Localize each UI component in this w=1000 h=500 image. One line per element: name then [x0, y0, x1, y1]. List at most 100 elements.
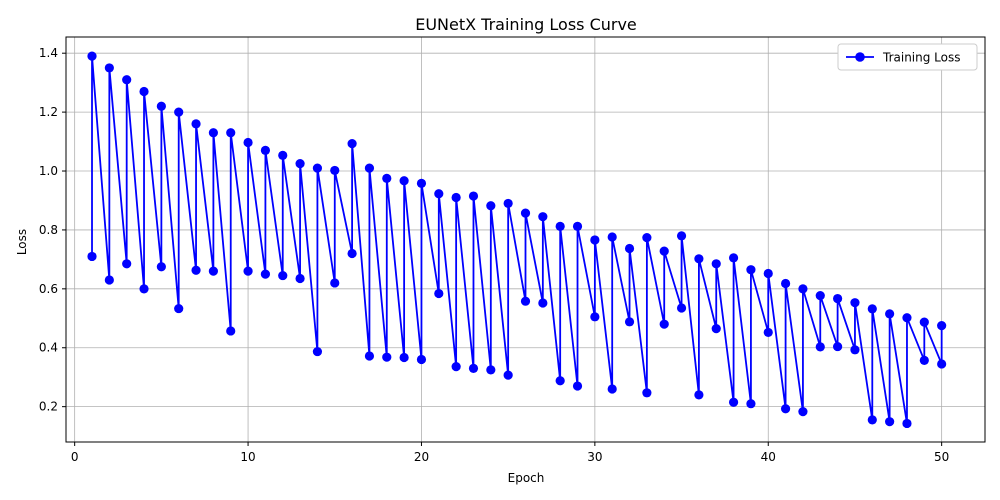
data-point [399, 176, 409, 186]
data-point [520, 208, 531, 218]
data-point [659, 246, 669, 256]
data-point [260, 145, 271, 155]
data-point [815, 291, 825, 301]
x-tick-label: 20 [414, 450, 429, 464]
data-point [798, 407, 808, 417]
data-point [156, 262, 166, 272]
data-point [243, 266, 253, 276]
data-point [468, 363, 479, 373]
data-point [694, 390, 704, 400]
data-point [451, 192, 461, 203]
data-point [694, 254, 704, 264]
data-point [122, 259, 132, 269]
data-point [937, 359, 947, 369]
data-point [572, 381, 583, 391]
data-point [780, 278, 791, 289]
data-point [919, 355, 929, 366]
data-point [503, 370, 513, 380]
data-point [122, 75, 132, 85]
data-point [538, 212, 548, 222]
data-point [295, 273, 305, 284]
data-point [486, 365, 496, 375]
data-point [364, 351, 375, 361]
data-point [572, 221, 583, 231]
x-tick-label: 50 [934, 450, 949, 464]
data-point [312, 163, 323, 173]
data-point [278, 270, 288, 281]
data-point [347, 248, 357, 259]
data-point [434, 288, 444, 299]
data-point [434, 189, 444, 199]
data-point [642, 388, 652, 398]
y-tick-label: 0.4 [39, 341, 58, 355]
data-point [87, 251, 97, 262]
data-point [243, 137, 253, 148]
x-tick-label: 30 [587, 450, 602, 464]
legend-box [837, 43, 978, 71]
data-point [607, 384, 617, 394]
data-point [919, 317, 929, 327]
data-point [746, 399, 756, 409]
data-point [850, 298, 860, 308]
series-layer [87, 51, 947, 429]
plot-frame [65, 36, 986, 443]
x-tick-label: 40 [761, 450, 776, 464]
chart-title: EUNetX Training Loss Curve [415, 15, 637, 34]
data-point [347, 139, 357, 149]
data-point [867, 304, 877, 314]
data-point [676, 303, 687, 313]
data-point [555, 221, 565, 231]
data-point [330, 278, 340, 288]
data-point [191, 265, 201, 275]
y-axis-label: Loss [15, 229, 29, 255]
data-point [364, 163, 375, 173]
data-point [295, 159, 305, 169]
data-point [746, 265, 756, 275]
y-tick-label: 0.2 [39, 400, 58, 414]
data-point [139, 284, 149, 294]
x-tick-label: 0 [71, 450, 79, 464]
data-point [590, 235, 600, 245]
data-point [330, 165, 340, 176]
data-point [763, 268, 773, 279]
data-point [416, 354, 427, 365]
data-point [520, 296, 531, 306]
data-point [174, 303, 184, 314]
data-point [104, 275, 114, 285]
data-point [815, 342, 825, 352]
legend: Training Loss [837, 43, 978, 71]
data-point [87, 51, 97, 61]
data-point [486, 201, 496, 211]
data-point [278, 150, 288, 161]
data-point [156, 101, 166, 111]
legend-marker [855, 52, 865, 62]
data-point [728, 253, 739, 263]
data-point [728, 397, 739, 407]
x-axis-label: Epoch [508, 471, 545, 485]
data-point [780, 404, 791, 414]
data-point [711, 324, 721, 334]
data-point [208, 128, 218, 138]
data-point [902, 418, 912, 429]
data-point [642, 232, 652, 243]
data-point [226, 326, 236, 336]
data-point [174, 107, 184, 117]
data-point [312, 346, 323, 357]
data-point [538, 298, 548, 308]
data-point [468, 191, 479, 201]
data-point [503, 198, 513, 209]
legend-label: Training Loss [882, 51, 960, 65]
data-point [763, 327, 773, 338]
training-loss-line [91, 55, 943, 425]
data-point [833, 293, 843, 304]
data-point [399, 352, 409, 363]
y-tick-label: 0.6 [39, 282, 58, 296]
data-point [382, 352, 392, 362]
data-point [850, 345, 860, 355]
data-point [260, 269, 271, 279]
data-point [885, 417, 895, 427]
y-tick-label: 1.0 [39, 164, 58, 178]
x-tick-label: 10 [240, 450, 255, 464]
y-tick-label: 1.2 [39, 105, 58, 119]
